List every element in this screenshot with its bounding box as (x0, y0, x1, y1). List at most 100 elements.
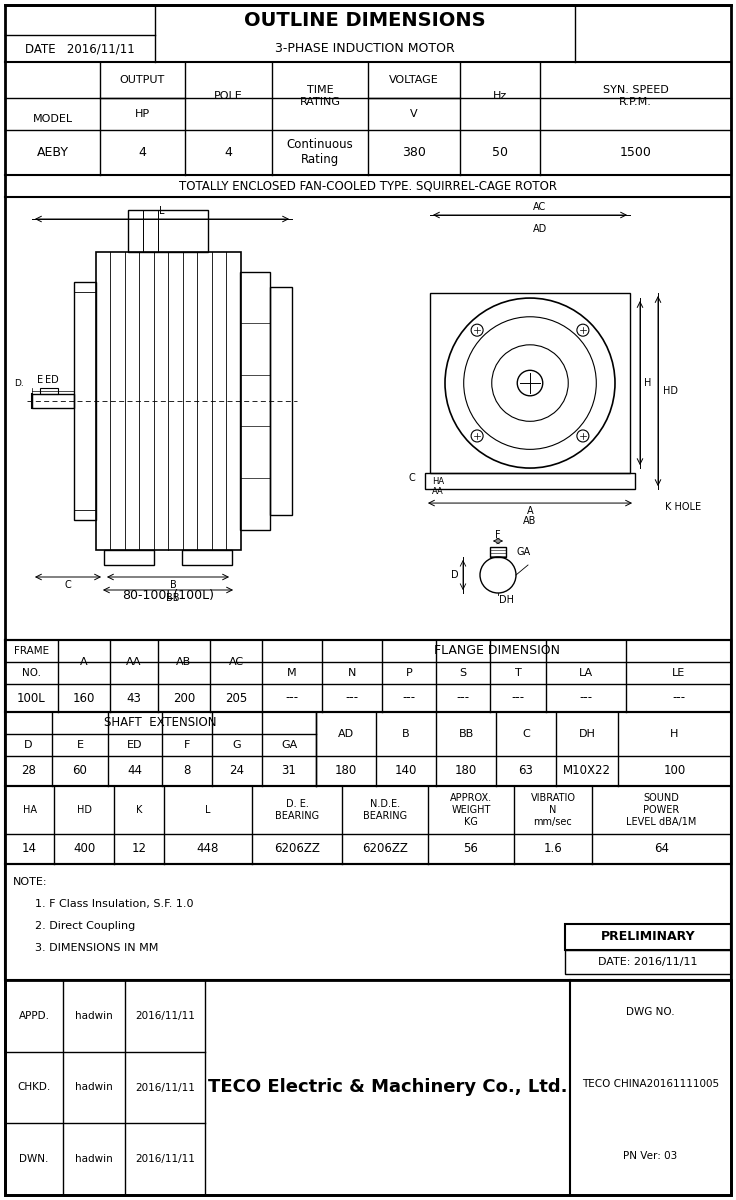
Text: ED: ED (127, 740, 143, 750)
Text: 28: 28 (21, 764, 36, 778)
Text: D.: D. (14, 379, 24, 389)
Bar (5, 864, 731, 980)
Text: B: B (402, 728, 410, 739)
Bar (5, 786, 731, 864)
Text: Hz: Hz (493, 91, 507, 101)
Text: DWN.: DWN. (19, 1154, 49, 1164)
Text: 3-PHASE INDUCTION MOTOR: 3-PHASE INDUCTION MOTOR (275, 42, 455, 55)
Bar (32, 394, 74, 408)
Bar (565, 950, 731, 974)
Text: D: D (451, 570, 459, 580)
Text: OUTLINE DIMENSIONS: OUTLINE DIMENSIONS (244, 12, 486, 30)
Text: C: C (408, 473, 415, 484)
Text: D: D (24, 740, 32, 750)
Text: 3. DIMENSIONS IN MM: 3. DIMENSIONS IN MM (35, 943, 158, 953)
Text: NO.: NO. (22, 668, 41, 678)
Text: L: L (159, 206, 165, 216)
Text: DATE: 2016/11/11: DATE: 2016/11/11 (598, 958, 698, 967)
Text: AB: AB (177, 658, 191, 667)
Text: ---: --- (345, 691, 358, 704)
Bar (40, 388, 58, 394)
Bar (74, 282, 96, 520)
Text: 448: 448 (197, 842, 219, 856)
Text: AB: AB (523, 516, 537, 526)
Text: 4: 4 (224, 146, 233, 158)
Text: 380: 380 (402, 146, 426, 158)
Text: DH: DH (498, 595, 514, 605)
Bar (5, 712, 731, 786)
Text: 60: 60 (73, 764, 88, 778)
Text: V: V (410, 109, 418, 119)
Text: ---: --- (286, 691, 299, 704)
Text: F: F (495, 530, 500, 540)
Text: 1500: 1500 (620, 146, 651, 158)
Text: AD: AD (533, 224, 547, 234)
Text: LE: LE (672, 668, 685, 678)
Text: DATE   2016/11/11: DATE 2016/11/11 (25, 42, 135, 55)
Text: N.D.E.
BEARING: N.D.E. BEARING (363, 799, 407, 821)
Text: ---: --- (672, 691, 685, 704)
Text: 200: 200 (173, 691, 195, 704)
Text: AA: AA (432, 486, 444, 496)
Text: E: E (37, 374, 43, 385)
Text: 2. Direct Coupling: 2. Direct Coupling (35, 922, 135, 931)
Text: F: F (184, 740, 190, 750)
Bar (128, 210, 208, 252)
Text: 160: 160 (73, 691, 95, 704)
Text: L: L (205, 805, 210, 815)
Text: hadwin: hadwin (75, 1010, 113, 1021)
Text: VIBRATIO
N
mm/sec: VIBRATIO N mm/sec (531, 793, 576, 827)
Bar (565, 924, 731, 950)
Text: SOUND
POWER
LEVEL dBA/1M: SOUND POWER LEVEL dBA/1M (626, 793, 697, 827)
Text: 63: 63 (519, 764, 534, 778)
Text: ---: --- (579, 691, 592, 704)
Text: D. E.
BEARING: D. E. BEARING (275, 799, 319, 821)
Text: FRAME: FRAME (14, 646, 49, 656)
Text: 140: 140 (394, 764, 417, 778)
Text: TECO Electric & Machinery Co., Ltd.: TECO Electric & Machinery Co., Ltd. (208, 1079, 567, 1097)
Text: ---: --- (403, 691, 416, 704)
Text: ---: --- (456, 691, 470, 704)
Text: MODEL: MODEL (32, 114, 73, 124)
Text: CHKD.: CHKD. (18, 1082, 51, 1092)
Text: A: A (527, 506, 534, 516)
Text: 1. F Class Insulation, S.F. 1.0: 1. F Class Insulation, S.F. 1.0 (35, 899, 194, 910)
Text: PRELIMINARY: PRELIMINARY (601, 930, 696, 943)
Text: hadwin: hadwin (75, 1082, 113, 1092)
Bar (182, 550, 232, 565)
Text: AA: AA (127, 658, 142, 667)
Text: GA: GA (281, 740, 297, 750)
Text: 56: 56 (464, 842, 478, 856)
Text: 2016/11/11: 2016/11/11 (135, 1010, 195, 1021)
Text: TOTALLY ENCLOSED FAN-COOLED TYPE. SQUIRREL-CAGE ROTOR: TOTALLY ENCLOSED FAN-COOLED TYPE. SQUIRR… (179, 180, 557, 192)
Text: FLANGE DIMENSION: FLANGE DIMENSION (434, 644, 559, 658)
Text: 100: 100 (663, 764, 686, 778)
Text: VOLTAGE: VOLTAGE (389, 74, 439, 85)
Text: ---: --- (512, 691, 525, 704)
Text: 24: 24 (230, 764, 244, 778)
Text: OUTPUT: OUTPUT (120, 74, 165, 85)
Text: POLE: POLE (214, 91, 243, 101)
Text: M: M (287, 668, 297, 678)
Text: 180: 180 (455, 764, 477, 778)
Text: NOTE:: NOTE: (13, 877, 48, 887)
Text: T: T (514, 668, 521, 678)
Bar (425, 473, 635, 490)
Text: Continuous
Rating: Continuous Rating (286, 138, 353, 167)
Bar (96, 252, 241, 550)
Text: H: H (644, 378, 651, 388)
Text: E: E (77, 740, 83, 750)
Text: 400: 400 (73, 842, 95, 856)
Text: DWG NO.: DWG NO. (626, 1007, 675, 1018)
Text: HD: HD (77, 805, 91, 815)
Text: APPROX.
WEIGHT
KG: APPROX. WEIGHT KG (450, 793, 492, 827)
Text: 50: 50 (492, 146, 508, 158)
Text: hadwin: hadwin (75, 1154, 113, 1164)
Text: HD: HD (662, 386, 678, 396)
Text: 64: 64 (654, 842, 669, 856)
Text: TECO CHINA20161111005: TECO CHINA20161111005 (582, 1079, 719, 1088)
Text: C: C (522, 728, 530, 739)
Text: LA: LA (579, 668, 593, 678)
Text: 43: 43 (127, 691, 141, 704)
Text: SHAFT  EXTENSION: SHAFT EXTENSION (105, 716, 216, 730)
